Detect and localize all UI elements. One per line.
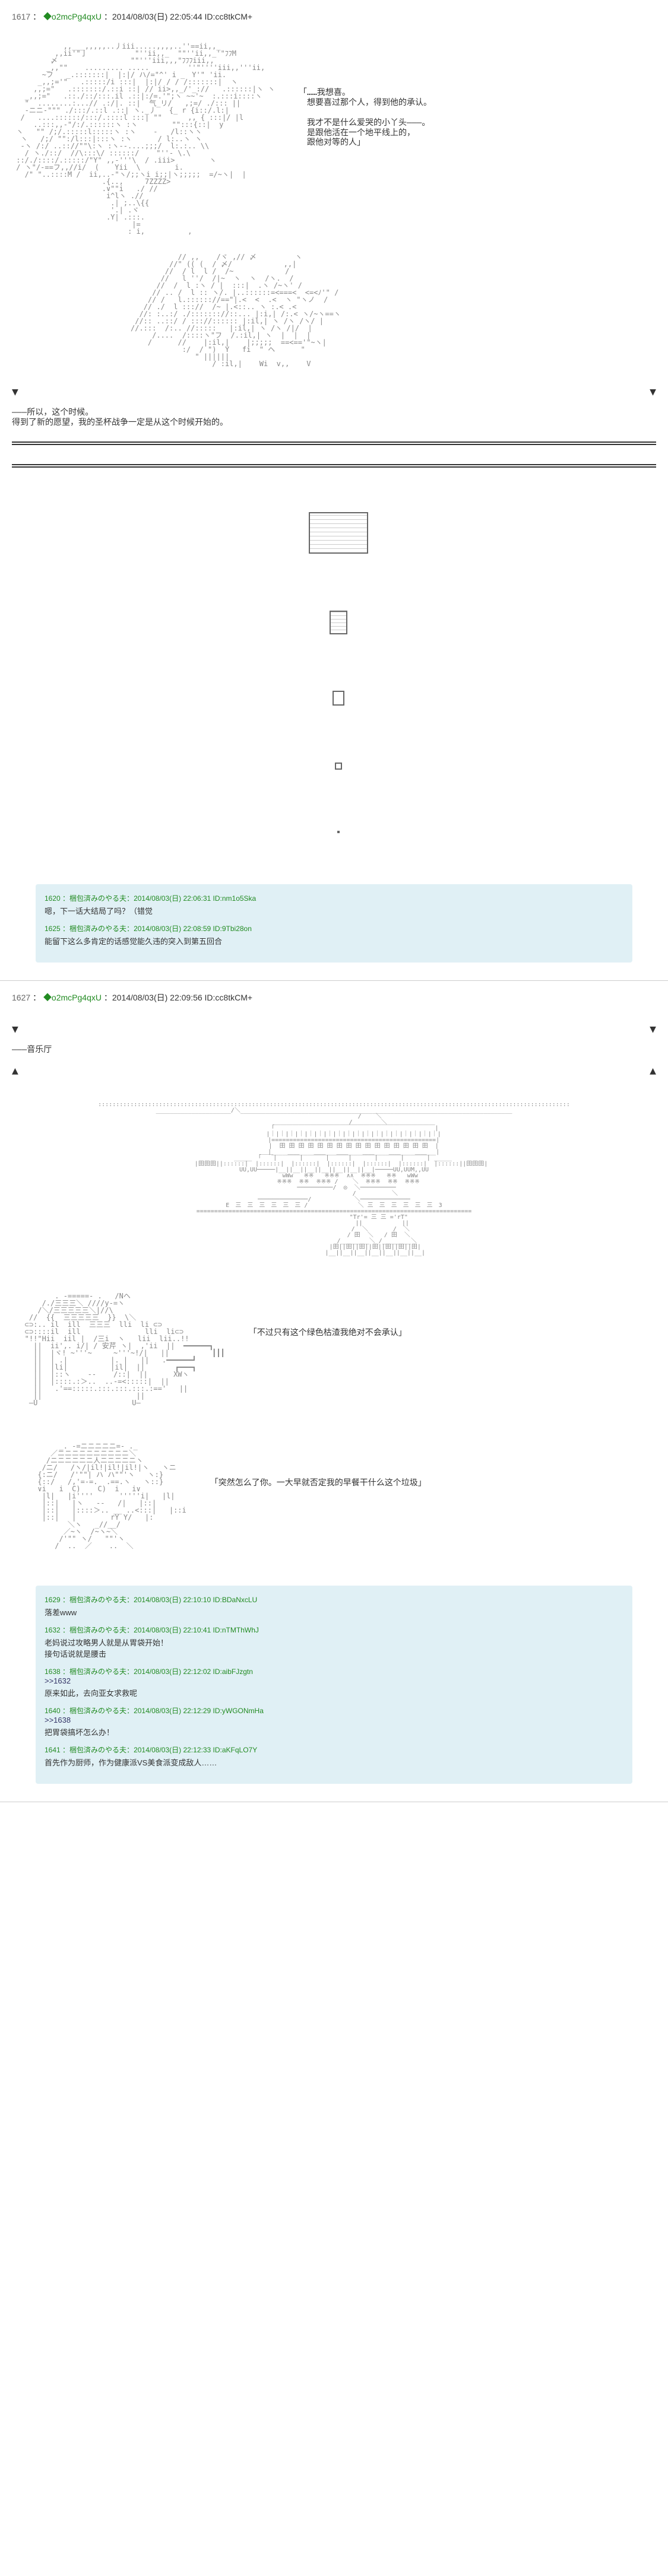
comment-num: 1625 xyxy=(45,925,61,933)
comment-name: 梱包済みのやる夫 xyxy=(69,1667,126,1676)
comment-num: 1629 xyxy=(45,1596,61,1604)
comments-box-2: 1629 ：梱包済みのやる夫：2014/08/03(日) 22:10:10 ID… xyxy=(36,1586,632,1784)
comment-date: 2014/08/03(日) 22:12:29 xyxy=(134,1707,211,1715)
comment-id: ID:aKFqLO7Y xyxy=(213,1746,258,1754)
comment-name: 梱包済みのやる夫 xyxy=(69,925,126,933)
comment-num: 1632 xyxy=(45,1626,61,1634)
dialogue-text: 「……我想喜。 想要喜过那个人，得到他的承认。 我才不是什么爱哭的小丫头———。… xyxy=(299,43,432,148)
divider-line xyxy=(12,441,656,445)
comment-id: ID:yWGONmHa xyxy=(213,1707,264,1715)
ascii-art-character-2: . -=====- . /Nヘ /./三三三＼ ////y-=ヽ /＼/三三三三… xyxy=(12,1292,225,1406)
comment-header: 1632 ：梱包済みのやる夫：2014/08/03(日) 22:10:41 ID… xyxy=(45,1625,623,1635)
comment-name: 梱包済みのやる夫 xyxy=(69,1707,126,1715)
comment-id: ID:9Tbi28on xyxy=(213,925,252,933)
shrinking-boxes xyxy=(12,491,656,847)
char1-dialogue: 「不过只有这个绿色枯渣我绝对不会承认」 xyxy=(249,1292,407,1338)
comment-body: 老妈说过攻略男人就是从胃袋开始！ 接句话说就是腰击 xyxy=(45,1637,623,1659)
comment-id: ID:aibFJzgtn xyxy=(213,1667,253,1676)
reply-anchor[interactable]: >>1632 xyxy=(45,1676,623,1685)
ascii-art-continuation: // ,, /ヾ ,// 〆 ヽ //" (( ( / 〆/ ,,| // / … xyxy=(131,253,656,367)
post-1617: 1617 ： ◆o2mcPg4qxU ：2014/08/03(日) 22:05:… xyxy=(0,0,668,981)
post-date: 2014/08/03(日) 22:09:56 xyxy=(112,993,202,1002)
comment-item: 1629 ：梱包済みのやる夫：2014/08/03(日) 22:10:10 ID… xyxy=(45,1594,623,1618)
comment-header: 1620 ：梱包済みのやる夫：2014/08/03(日) 22:06:31 ID… xyxy=(45,893,623,903)
post-body: ,,___,,,,,..丿iii.....,,,,..''==ii,,_ ,,i… xyxy=(12,27,656,872)
ascii-art-character-1: ,,___,,,,,..丿iii.....,,,,..''==ii,,_ ,,i… xyxy=(12,43,275,235)
comment-date: 2014/08/03(日) 22:12:33 xyxy=(134,1746,211,1754)
post-1627: 1627 ： ◆o2mcPg4qxU ：2014/08/03(日) 22:09:… xyxy=(0,981,668,1803)
box-dot xyxy=(337,831,340,833)
post-id: ID:cc8tkCM+ xyxy=(205,993,253,1002)
comment-header: 1629 ：梱包済みのやる夫：2014/08/03(日) 22:10:10 ID… xyxy=(45,1594,623,1605)
post-trip: ◆o2mcPg4qxU xyxy=(43,12,102,21)
comment-num: 1620 xyxy=(45,894,61,903)
comment-num: 1638 xyxy=(45,1667,61,1676)
comment-body: 把胃袋搞坏怎么办！ xyxy=(45,1726,623,1738)
comment-item: 1625 ：梱包済みのやる夫：2014/08/03(日) 22:08:59 ID… xyxy=(45,923,623,946)
triangle-divider: ▼▼ xyxy=(12,1023,656,1036)
char2-dialogue: 「突然怎么了你。一大早就否定我的早餐干什么这个垃圾」 xyxy=(210,1443,426,1488)
comment-header: 1638 ：梱包済みのやる夫：2014/08/03(日) 22:12:02 ID… xyxy=(45,1666,623,1676)
post-number: 1617 xyxy=(12,12,30,21)
comment-header: 1640 ：梱包済みのやる夫：2014/08/03(日) 22:12:29 ID… xyxy=(45,1705,623,1716)
comment-header: 1641 ：梱包済みのやる夫：2014/08/03(日) 22:12:33 ID… xyxy=(45,1745,623,1755)
narration-text: ———所以，这个时候。 得到了新的愿望，我的圣杯战争一定是从这个时候开始的。 xyxy=(12,408,656,428)
comment-name: 梱包済みのやる夫 xyxy=(69,894,126,903)
comments-box-1: 1620 ：梱包済みのやる夫：2014/08/03(日) 22:06:31 ID… xyxy=(36,884,632,963)
triangle-divider: ▼▼ xyxy=(12,386,656,399)
box-medium xyxy=(330,611,347,634)
comment-item: 1620 ：梱包済みのやる夫：2014/08/03(日) 22:06:31 ID… xyxy=(45,893,623,916)
post-id: ID:cc8tkCM+ xyxy=(205,12,253,21)
comment-num: 1641 xyxy=(45,1746,61,1754)
comment-body: 落差www xyxy=(45,1606,623,1618)
triangle-divider: ▲▲ xyxy=(12,1065,656,1078)
comment-id: ID:nTMThWhJ xyxy=(213,1626,259,1634)
comment-name: 梱包済みのやる夫 xyxy=(69,1746,126,1754)
location-label: ———音乐厅 xyxy=(12,1045,656,1055)
comment-date: 2014/08/03(日) 22:06:31 xyxy=(134,894,211,903)
box-large xyxy=(309,512,368,554)
comment-body: 原来如此，去向亚女求救呢 xyxy=(45,1687,623,1698)
post-header: 1617 ： ◆o2mcPg4qxU ：2014/08/03(日) 22:05:… xyxy=(12,6,656,27)
comment-date: 2014/08/03(日) 22:10:10 xyxy=(134,1596,211,1604)
comment-header: 1625 ：梱包済みのやる夫：2014/08/03(日) 22:08:59 ID… xyxy=(45,923,623,933)
box-small xyxy=(333,691,344,706)
ascii-art-character-3: _. -=ニニニニニ=- ._ ／ニニニニニニニニニニ＼ /ニニニニニニ人ニニニ… xyxy=(12,1443,186,1549)
dialogue-line-2: 我才不是什么爱哭的小丫头———。 是跟他活在一个地平线上的， 跟他对等的人」 xyxy=(299,118,430,148)
ascii-art-building: ::::::::::::::::::::::::::::::::::::::::… xyxy=(12,1096,656,1256)
comment-body: 能留下这么多肯定的话感觉能久违的突入到第五回合 xyxy=(45,935,623,946)
post-date: 2014/08/03(日) 22:05:44 xyxy=(112,12,202,21)
comment-item: 1632 ：梱包済みのやる夫：2014/08/03(日) 22:10:41 ID… xyxy=(45,1625,623,1659)
comment-date: 2014/08/03(日) 22:12:02 xyxy=(134,1667,211,1676)
post-header: 1627 ： ◆o2mcPg4qxU ：2014/08/03(日) 22:09:… xyxy=(12,987,656,1008)
post-body: ▼▼ ———音乐厅 ▲▲ :::::::::::::::::::::::::::… xyxy=(12,1008,656,1574)
comment-item: 1638 ：梱包済みのやる夫：2014/08/03(日) 22:12:02 ID… xyxy=(45,1666,623,1698)
comment-id: ID:nm1o5Ska xyxy=(213,894,257,903)
comment-date: 2014/08/03(日) 22:10:41 xyxy=(134,1626,211,1634)
post-number: 1627 xyxy=(12,993,30,1002)
comment-body: 嗯，下一话大结局了吗？（错觉 xyxy=(45,905,623,916)
reply-anchor[interactable]: >>1638 xyxy=(45,1716,623,1724)
dialogue-line-1: 「……我想喜。 想要喜过那个人，得到他的承认。 xyxy=(299,88,432,107)
comment-num: 1640 xyxy=(45,1707,61,1715)
comment-item: 1640 ：梱包済みのやる夫：2014/08/03(日) 22:12:29 ID… xyxy=(45,1705,623,1738)
comment-item: 1641 ：梱包済みのやる夫：2014/08/03(日) 22:12:33 ID… xyxy=(45,1745,623,1768)
post-trip: ◆o2mcPg4qxU xyxy=(43,993,102,1002)
box-xsmall xyxy=(335,763,342,770)
comment-id: ID:BDaNxcLU xyxy=(213,1596,258,1604)
comment-name: 梱包済みのやる夫 xyxy=(69,1596,126,1604)
comment-name: 梱包済みのやる夫 xyxy=(69,1626,126,1634)
divider-line xyxy=(12,464,656,468)
comment-date: 2014/08/03(日) 22:08:59 xyxy=(134,925,211,933)
comment-body: 首先作为厨师，作为健康派VS美食派变成敌人…… xyxy=(45,1756,623,1768)
